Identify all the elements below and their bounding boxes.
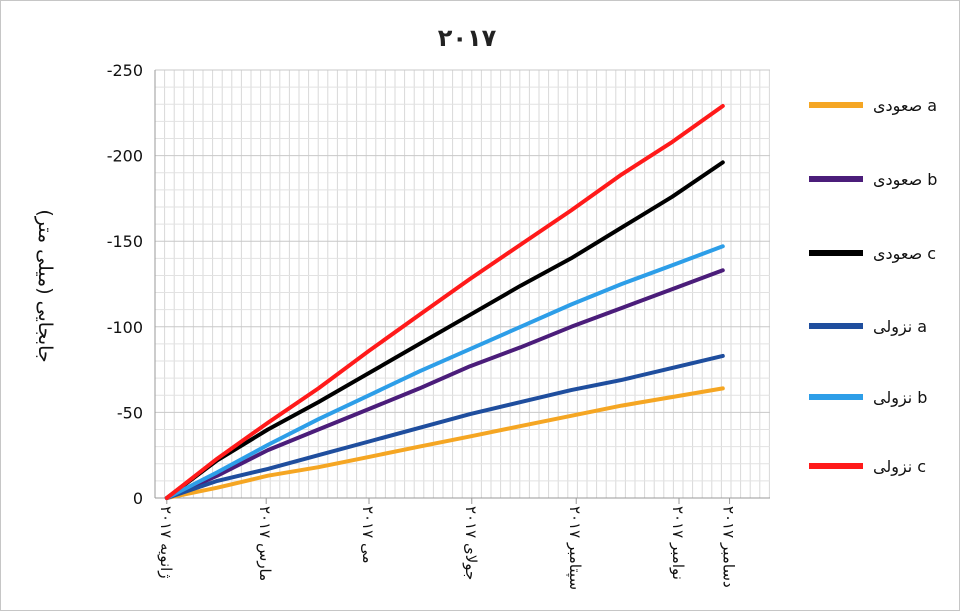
legend-label: نزولی c <box>873 457 926 477</box>
x-tick-label: جولای ۲۰۱۷ <box>462 506 480 580</box>
y-tick-label: -50 <box>117 403 143 422</box>
series-line <box>164 104 725 500</box>
x-tick-label: می ۲۰۱۷ <box>359 506 377 564</box>
y-axis-label: جابجایی (میلی متر) <box>34 209 56 362</box>
series-line <box>164 160 725 500</box>
series-line <box>164 244 725 500</box>
legend: صعودی a صعودی b صعودی c نزولی a نزولی b نزولی… <box>809 96 937 477</box>
x-tick-label: نوامبر ۲۰۱۷ <box>669 506 687 580</box>
y-tick-label: -250 <box>107 61 143 80</box>
tick-labels: 0 -50 -100 -150 -200 -250 ژانویه ۲۰۱۷ مارس ۲۰۱۷… <box>107 61 738 590</box>
x-tick-label: ژانویه ۲۰۱۷ <box>157 506 175 579</box>
series-lines <box>164 104 725 500</box>
y-tick-label: -150 <box>107 232 143 251</box>
legend-label: نزولی b <box>873 388 927 408</box>
x-tick-label: سپتامبر ۲۰۱۷ <box>565 506 584 590</box>
y-tick-label: 0 <box>133 489 143 508</box>
legend-label: صعودی a <box>873 96 937 116</box>
x-tick-label: مارس ۲۰۱۷ <box>256 506 274 581</box>
series-line <box>164 268 725 500</box>
legend-label: صعودی c <box>873 244 936 264</box>
y-tick-label: -100 <box>107 318 143 337</box>
x-tick-label: دسامبر ۲۰۱۷ <box>720 506 738 588</box>
legend-label: نزولی a <box>873 317 927 337</box>
legend-label: صعودی b <box>873 170 937 190</box>
series-line <box>164 386 725 500</box>
y-tick-label: -200 <box>107 147 143 166</box>
series-line <box>164 353 725 500</box>
chart-title: ۲۰۱۷ <box>438 24 497 52</box>
axes <box>154 70 770 504</box>
